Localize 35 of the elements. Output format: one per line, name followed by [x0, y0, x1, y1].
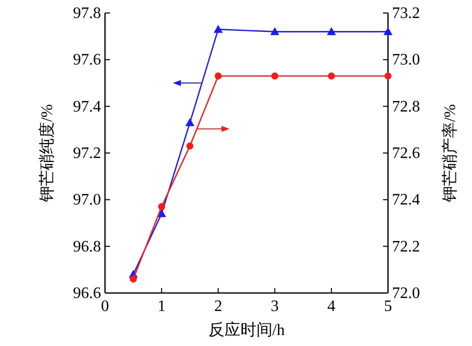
y-tick-label: 97.6: [73, 52, 101, 69]
point: [270, 27, 280, 36]
point: [186, 142, 194, 150]
y-tick-label: 97.4: [73, 98, 101, 116]
y-tick-label: 96.8: [73, 238, 101, 256]
point: [158, 203, 166, 210]
point: [130, 276, 137, 282]
x-tick-label: 3: [270, 298, 279, 315]
y2-tick-label: 72.2: [392, 238, 420, 256]
x-tick-label: 5: [384, 298, 392, 315]
y-axis-title: 钾芒硝纯度/%: [38, 104, 56, 203]
y2-tick-label: 73.0: [392, 52, 420, 69]
point: [326, 27, 336, 36]
y2-tick-label: 72.4: [392, 192, 420, 209]
x-axis-title: 反应时间/h: [208, 321, 285, 339]
point: [214, 72, 222, 80]
y-tick-label: 97.0: [73, 192, 101, 209]
point: [185, 118, 194, 126]
point: [384, 72, 392, 80]
y2-tick-label: 73.2: [392, 5, 420, 22]
y2-axis-title: 钾芒硝产率/%: [441, 104, 459, 203]
point: [328, 72, 335, 80]
point: [271, 72, 278, 80]
y-tick-label: 96.6: [73, 285, 101, 302]
point: [214, 24, 223, 33]
y-tick-label: 97.8: [73, 5, 101, 22]
point: [384, 27, 392, 36]
x-tick-label: 2: [214, 298, 222, 315]
y2-tick-label: 72.6: [392, 145, 420, 162]
y2-tick-label: 72.0: [392, 285, 420, 302]
x-tick-label: 4: [327, 298, 336, 315]
y-tick-label: 97.2: [73, 145, 101, 162]
y2-tick-label: 72.8: [392, 98, 420, 116]
x-tick-label: 0: [101, 298, 109, 315]
x-tick-label: 1: [158, 298, 166, 315]
